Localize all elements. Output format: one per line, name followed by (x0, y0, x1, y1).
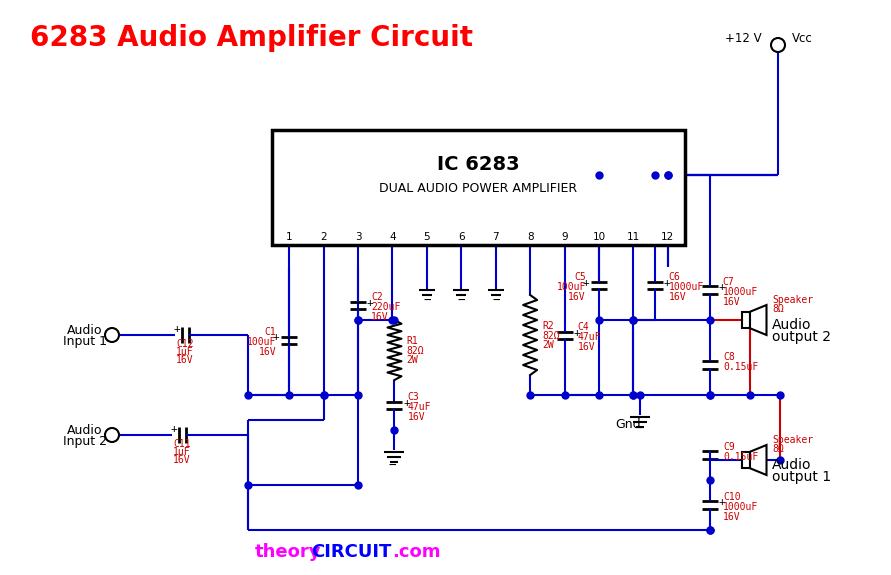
Text: C1: C1 (265, 327, 276, 337)
Text: +: + (573, 328, 580, 338)
Text: 1μF: 1μF (173, 447, 191, 457)
Text: output 2: output 2 (772, 330, 831, 344)
Text: .com: .com (392, 543, 440, 561)
Text: 220uF: 220uF (371, 302, 400, 312)
Text: C2: C2 (371, 292, 383, 302)
Text: R1: R1 (406, 336, 418, 346)
Text: −: − (492, 293, 500, 306)
Text: C11: C11 (173, 439, 191, 449)
Text: Audio: Audio (67, 324, 102, 336)
Text: 7: 7 (493, 232, 499, 242)
Text: Speaker: Speaker (772, 435, 813, 445)
Text: +12 V: +12 V (725, 32, 762, 44)
Text: output 1: output 1 (772, 470, 831, 484)
Circle shape (105, 428, 119, 442)
Text: 16V: 16V (371, 312, 388, 322)
Text: Audio: Audio (772, 458, 812, 472)
Text: DUAL AUDIO POWER AMPLIFIER: DUAL AUDIO POWER AMPLIFIER (380, 182, 577, 194)
Text: C9: C9 (723, 442, 735, 452)
Text: 10: 10 (593, 232, 606, 242)
Text: 16V: 16V (577, 342, 595, 352)
Text: 2W: 2W (406, 355, 418, 365)
Polygon shape (750, 305, 766, 335)
Text: 100uF: 100uF (247, 337, 276, 347)
Text: +: + (173, 324, 180, 334)
Text: C6: C6 (668, 272, 680, 282)
Text: R2: R2 (542, 321, 554, 331)
Text: 1000uF: 1000uF (668, 282, 704, 292)
Text: C12: C12 (176, 339, 194, 349)
Text: 1000uF: 1000uF (723, 502, 758, 512)
Text: 1000uF: 1000uF (723, 287, 758, 297)
Text: 0.15uF: 0.15uF (723, 452, 758, 462)
Text: 0.15uF: 0.15uF (723, 362, 758, 372)
Text: −: − (634, 421, 642, 435)
Text: theory: theory (255, 543, 322, 561)
Text: Audio: Audio (67, 424, 102, 436)
Text: 16V: 16V (258, 347, 276, 357)
Text: C10: C10 (723, 492, 740, 502)
Text: +: + (367, 297, 373, 308)
Text: 47uF: 47uF (407, 402, 431, 412)
Text: 1: 1 (286, 232, 292, 242)
Text: Audio: Audio (772, 318, 812, 332)
Bar (741, 452, 750, 468)
Text: Input 1: Input 1 (63, 335, 107, 347)
Text: 16V: 16V (176, 355, 194, 365)
Text: C5: C5 (574, 272, 586, 282)
Text: IC 6283: IC 6283 (437, 155, 519, 174)
Text: +: + (664, 278, 671, 288)
Text: 12: 12 (661, 232, 674, 242)
Circle shape (105, 328, 119, 342)
Bar (272, 130, 685, 245)
Text: C4: C4 (577, 322, 589, 332)
Text: 6283 Audio Amplifier Circuit: 6283 Audio Amplifier Circuit (30, 24, 473, 52)
Text: 6: 6 (458, 232, 464, 242)
Text: 1μF: 1μF (176, 347, 194, 357)
Text: 82Ω: 82Ω (406, 346, 424, 356)
Text: +: + (170, 424, 177, 434)
Text: Input 2: Input 2 (63, 435, 107, 447)
Text: 8: 8 (527, 232, 534, 242)
Text: −: − (458, 293, 465, 306)
Text: 11: 11 (626, 232, 640, 242)
Text: 47uF: 47uF (577, 332, 601, 342)
Text: +: + (719, 497, 725, 507)
Text: −: − (388, 458, 396, 472)
Text: +: + (403, 397, 410, 408)
Text: 82Ω: 82Ω (542, 331, 560, 341)
Text: 16V: 16V (668, 292, 686, 302)
Text: C7: C7 (723, 277, 734, 287)
Text: 3: 3 (355, 232, 362, 242)
Text: C3: C3 (407, 392, 419, 402)
Text: CIRCUIT: CIRCUIT (311, 543, 391, 561)
Text: +: + (273, 332, 280, 343)
Text: −: − (423, 293, 430, 306)
Text: 16V: 16V (407, 412, 425, 422)
Text: 100uF: 100uF (557, 282, 586, 292)
Polygon shape (750, 445, 766, 475)
Text: 2: 2 (320, 232, 327, 242)
Text: 16V: 16V (568, 292, 586, 302)
Text: 2W: 2W (542, 340, 554, 350)
Text: Gnd: Gnd (615, 419, 641, 431)
Text: Speaker: Speaker (772, 295, 813, 305)
Text: +: + (718, 282, 725, 292)
Text: 16V: 16V (173, 455, 191, 465)
Text: 16V: 16V (723, 297, 740, 307)
Text: Vcc: Vcc (792, 32, 813, 44)
Bar (741, 312, 750, 328)
Text: 8Ω: 8Ω (772, 444, 784, 454)
Text: 4: 4 (389, 232, 396, 242)
Circle shape (771, 38, 785, 52)
Text: C8: C8 (723, 352, 735, 362)
Text: 9: 9 (561, 232, 568, 242)
Text: +: + (583, 278, 589, 288)
Text: 8Ω: 8Ω (772, 304, 784, 314)
Text: 16V: 16V (723, 512, 740, 522)
Text: 5: 5 (423, 232, 430, 242)
